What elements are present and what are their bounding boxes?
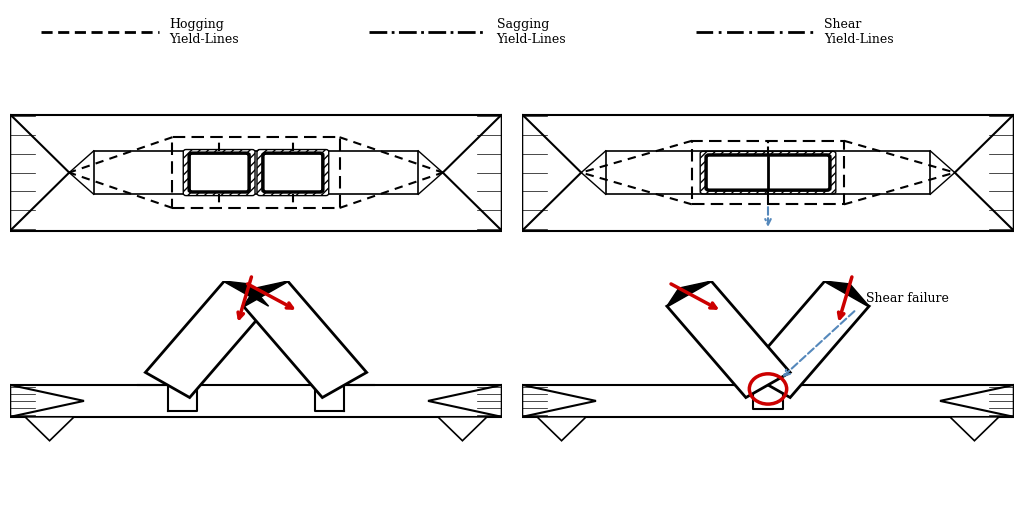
Polygon shape <box>10 115 70 230</box>
Polygon shape <box>824 281 869 306</box>
Polygon shape <box>244 281 288 306</box>
Polygon shape <box>606 151 930 194</box>
Polygon shape <box>667 281 791 398</box>
FancyBboxPatch shape <box>700 151 836 194</box>
Polygon shape <box>428 385 502 417</box>
Polygon shape <box>522 115 1014 230</box>
Polygon shape <box>224 281 268 306</box>
Polygon shape <box>954 115 1014 230</box>
FancyBboxPatch shape <box>189 153 249 192</box>
Polygon shape <box>442 115 502 230</box>
Bar <box>692 141 844 204</box>
Polygon shape <box>522 385 596 417</box>
FancyBboxPatch shape <box>183 150 255 195</box>
FancyBboxPatch shape <box>707 155 829 190</box>
Polygon shape <box>94 151 418 194</box>
FancyBboxPatch shape <box>257 150 329 195</box>
Polygon shape <box>950 417 999 441</box>
Polygon shape <box>10 115 502 230</box>
Polygon shape <box>667 281 712 306</box>
Text: Sagging
Yield-Lines: Sagging Yield-Lines <box>497 18 566 46</box>
Polygon shape <box>940 385 1014 417</box>
Polygon shape <box>244 281 367 398</box>
Polygon shape <box>145 281 268 398</box>
Polygon shape <box>537 417 586 441</box>
Polygon shape <box>522 115 582 230</box>
Text: Shear failure: Shear failure <box>866 293 949 305</box>
Polygon shape <box>438 417 487 441</box>
Polygon shape <box>25 417 74 441</box>
Polygon shape <box>745 281 869 398</box>
Polygon shape <box>10 385 84 417</box>
Polygon shape <box>10 385 502 417</box>
Text: Shear
Yield-Lines: Shear Yield-Lines <box>824 18 894 46</box>
Polygon shape <box>522 385 1014 417</box>
Bar <box>172 137 340 208</box>
Text: Hogging
Yield-Lines: Hogging Yield-Lines <box>169 18 239 46</box>
FancyBboxPatch shape <box>263 153 323 192</box>
